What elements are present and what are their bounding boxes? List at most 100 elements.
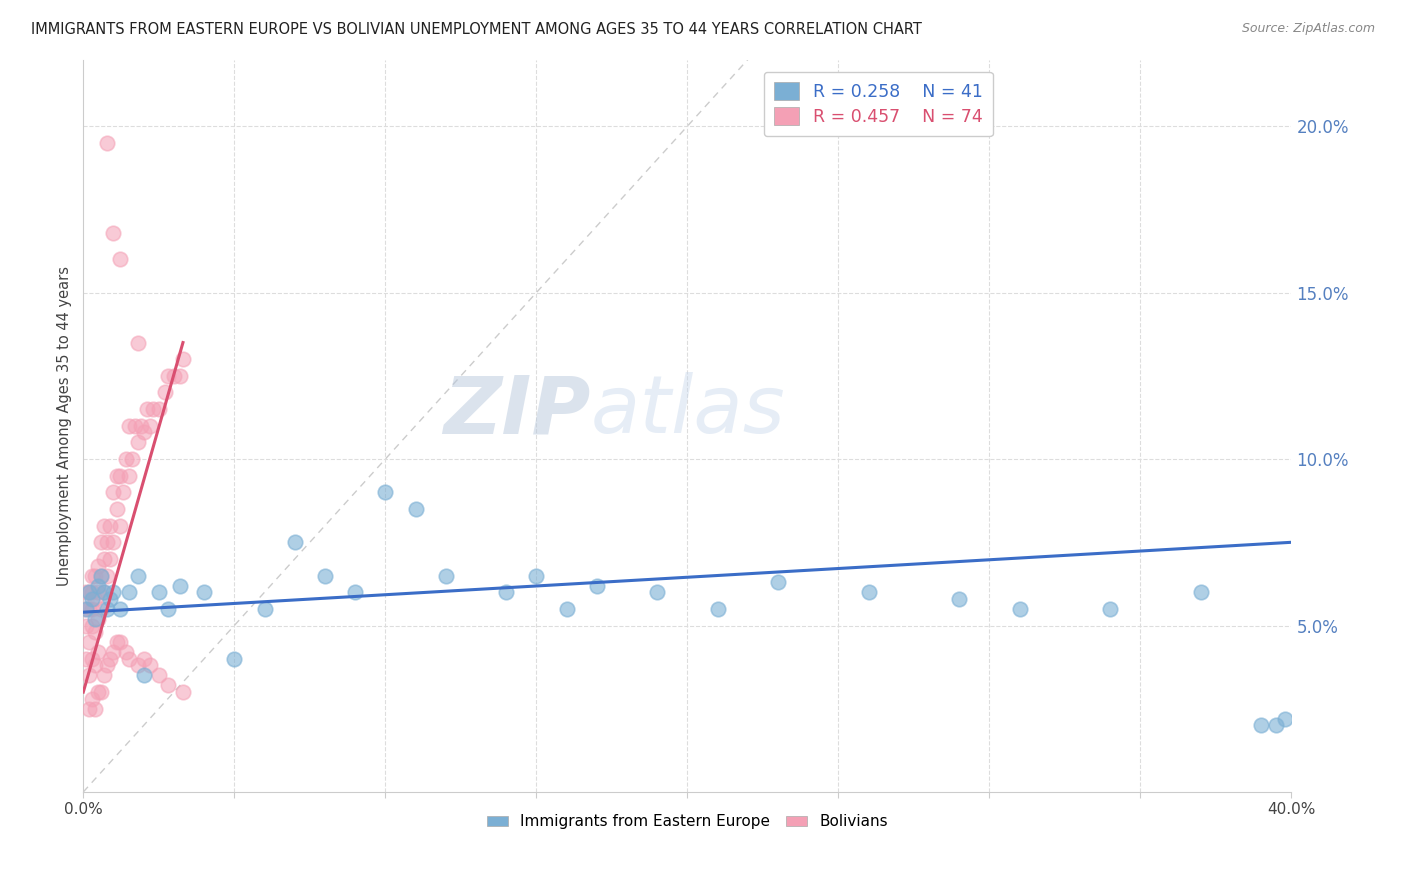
Point [105,468,128,483]
Point [93,585,115,599]
Text: Source: ZipAtlas.com: Source: ZipAtlas.com [1241,22,1375,36]
Point [90,568,112,582]
Point [96,602,118,616]
Point [127,568,149,582]
Point [87,612,110,626]
Point [82,591,104,606]
Point [82,585,104,599]
Point [84,625,107,640]
Point [79,585,101,599]
Point [87,645,110,659]
Point [142,402,165,417]
Point [1265,718,1288,732]
Point [96,568,118,582]
Point [135,402,157,417]
Point [100,552,122,566]
Point [87,578,110,592]
Point [139,418,162,433]
Point [1250,718,1272,732]
Point [90,685,112,699]
Point [284,535,307,549]
Point [585,578,607,592]
Point [224,652,246,666]
Point [75,585,97,599]
Point [100,518,122,533]
Point [93,518,115,533]
Point [84,591,107,606]
Point [193,585,215,599]
Point [87,585,110,599]
Point [73,602,96,616]
Point [1008,602,1031,616]
Point [706,602,728,616]
Point [79,585,101,599]
Point [117,468,139,483]
Point [100,652,122,666]
Point [124,418,146,433]
Point [434,568,457,582]
Point [108,468,131,483]
Point [90,602,112,616]
Point [156,602,179,616]
Point [93,552,115,566]
Point [156,368,179,383]
Point [148,585,170,599]
Point [132,425,155,440]
Point [148,402,170,417]
Point [84,568,107,582]
Point [139,658,162,673]
Point [108,518,131,533]
Text: IMMIGRANTS FROM EASTERN EUROPE VS BOLIVIAN UNEMPLOYMENT AMONG AGES 35 TO 44 YEAR: IMMIGRANTS FROM EASTERN EUROPE VS BOLIVI… [31,22,922,37]
Point [103,585,125,599]
Point [82,602,104,616]
Point [75,618,97,632]
Point [1099,602,1122,616]
Point [156,678,179,692]
Point [103,645,125,659]
Point [495,585,517,599]
Point [169,368,191,383]
Point [79,668,101,682]
Point [148,668,170,682]
Point [105,635,128,649]
Point [103,535,125,549]
Point [93,585,115,599]
Point [858,585,880,599]
Point [405,502,427,516]
Point [172,352,194,367]
Point [127,335,149,350]
Point [90,535,112,549]
Point [82,691,104,706]
Point [117,418,139,433]
Point [253,602,276,616]
Point [163,368,186,383]
Point [103,485,125,500]
Point [314,568,336,582]
Point [96,136,118,150]
Point [1189,585,1212,599]
Point [75,652,97,666]
Point [84,658,107,673]
Point [114,452,136,467]
Point [127,435,149,450]
Point [117,585,139,599]
Point [103,226,125,240]
Point [114,645,136,659]
Point [108,635,131,649]
Point [374,485,396,500]
Text: ZIP: ZIP [443,372,591,450]
Legend: Immigrants from Eastern Europe, Bolivians: Immigrants from Eastern Europe, Bolivian… [481,808,894,836]
Point [93,668,115,682]
Point [169,578,191,592]
Point [121,452,143,467]
Point [82,568,104,582]
Point [524,568,547,582]
Point [82,652,104,666]
Point [344,585,367,599]
Point [172,685,194,699]
Point [79,702,101,716]
Point [129,418,152,433]
Point [79,635,101,649]
Point [117,652,139,666]
Point [111,485,134,500]
